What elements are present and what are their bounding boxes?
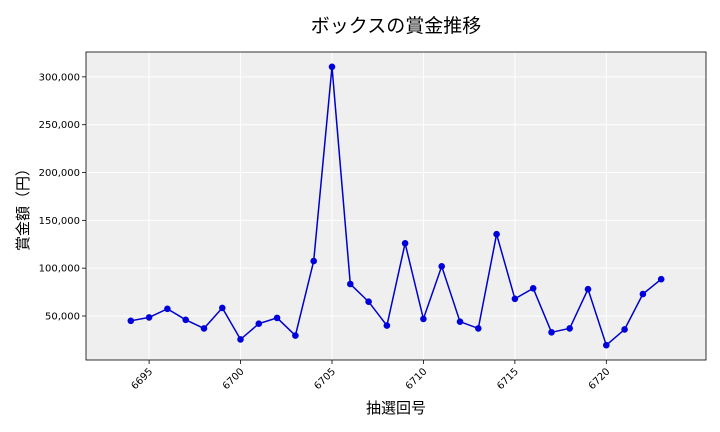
y-axis-title: 賞金額（円）: [14, 161, 32, 251]
y-tick-label: 300,000: [39, 72, 80, 83]
data-point: [200, 325, 208, 332]
data-point: [603, 341, 610, 349]
grid-lines: [86, 52, 706, 360]
data-point: [164, 305, 171, 313]
data-points: [127, 63, 665, 349]
data-point: [383, 322, 391, 329]
data-point: [475, 325, 482, 332]
x-tick-label: 6705: [312, 366, 338, 392]
data-point: [255, 320, 263, 328]
chart-title: ボックスの賞金推移: [311, 15, 481, 37]
x-axis-title: 抽選回号: [366, 399, 426, 417]
data-point: [401, 240, 409, 247]
data-point: [182, 316, 189, 324]
data-point: [145, 314, 153, 321]
data-point: [566, 325, 573, 332]
data-point: [127, 317, 135, 325]
y-tick-label: 250,000: [39, 120, 80, 131]
plot-area-background: [86, 52, 706, 360]
data-point: [493, 230, 500, 238]
data-point: [529, 285, 537, 292]
y-tick-label: 200,000: [39, 168, 80, 179]
data-point: [639, 290, 647, 298]
data-point: [511, 295, 519, 303]
data-point: [420, 315, 427, 323]
data-point: [621, 326, 628, 333]
x-tick-label: 6700: [221, 366, 247, 392]
data-point: [237, 336, 244, 343]
data-point: [273, 314, 281, 322]
data-point: [438, 263, 446, 270]
data-point: [310, 257, 318, 265]
data-point: [584, 285, 592, 293]
x-tick-label: 6715: [495, 366, 521, 392]
plot-area-frame: [85, 51, 707, 361]
data-point: [657, 275, 665, 283]
data-point: [347, 280, 354, 288]
x-tick-label: 6695: [129, 366, 155, 392]
y-tick-label: 100,000: [39, 264, 80, 275]
data-point: [456, 318, 464, 326]
data-point: [328, 63, 336, 71]
series-line: [130, 66, 662, 347]
data-point: [365, 298, 372, 306]
x-tick-label: 6710: [404, 366, 430, 392]
y-tick-label: 150,000: [39, 216, 80, 227]
data-point: [292, 332, 299, 339]
x-tick-label: 6720: [587, 366, 613, 392]
data-point: [219, 304, 226, 312]
y-axis-ticks: 50,000 100,000 150,000 200,000 250,000 300,00…: [39, 72, 86, 323]
y-tick-label: 50,000: [45, 312, 80, 323]
data-point: [548, 329, 555, 336]
x-axis-ticks: 6695 6700 6705 6710 6715 6720: [129, 360, 612, 392]
